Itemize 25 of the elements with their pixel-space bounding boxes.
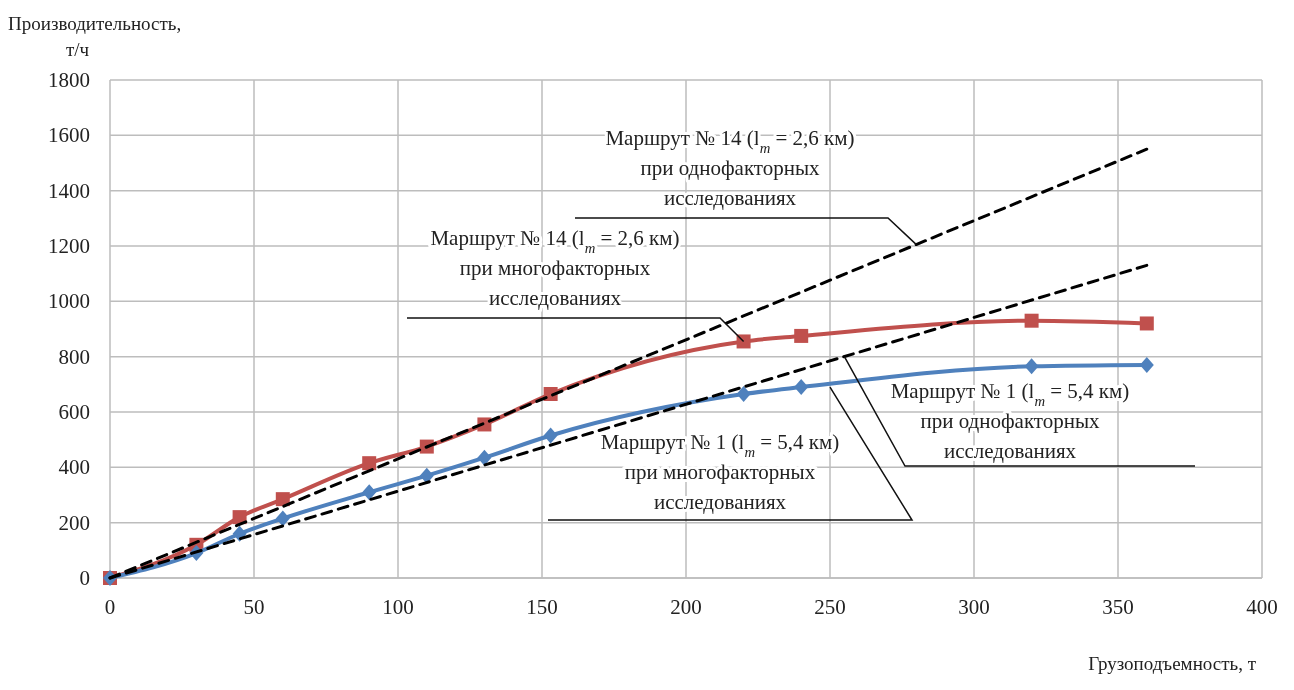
annotation: Маршрут № 14 (l$_{m}$ = 2,6 км) при многофакторных исследованиях — [430, 226, 680, 310]
annotation: Маршрут № 1 (l$_{m}$ = 5,4 км) при многофакторных исследованиях — [600, 430, 840, 514]
x-tick-label: 100 — [382, 595, 414, 619]
y-tick-label: 1800 — [48, 68, 90, 92]
y-tick-label: 0 — [79, 566, 90, 590]
y-tick-label: 400 — [58, 455, 90, 480]
x-tick-label: 0 — [104, 595, 116, 619]
y-axis-title: Производительность, т/ч — [8, 13, 182, 60]
annotation: Маршрут № 14 (l$_{m}$ = 2,6 км) при однофакторных исследованиях — [605, 126, 855, 210]
y-tick-label: 1200 — [48, 234, 90, 258]
x-tick-label: 400 — [1246, 595, 1278, 619]
x-tick-label: 250 — [814, 595, 846, 619]
y-tick-label: 1400 — [48, 178, 90, 203]
y-tick-label: 200 — [58, 510, 90, 535]
annotation: Маршрут № 1 (l$_{m}$ = 5,4 км) при однофакторных исследованиях — [890, 379, 1130, 463]
y-tick-label: 1000 — [48, 289, 90, 314]
y-tick-label: 1600 — [48, 123, 90, 148]
x-tick-label: 200 — [670, 595, 702, 619]
x-axis-title: Грузоподъемность, т — [1088, 653, 1257, 674]
x-tick-label: 350 — [1102, 595, 1134, 619]
y-tick-label: 800 — [58, 344, 90, 369]
y-tick-label: 600 — [58, 400, 90, 424]
x-tick-label: 300 — [958, 595, 990, 619]
x-tick-label: 50 — [243, 595, 265, 619]
x-tick-label: 150 — [526, 595, 558, 619]
